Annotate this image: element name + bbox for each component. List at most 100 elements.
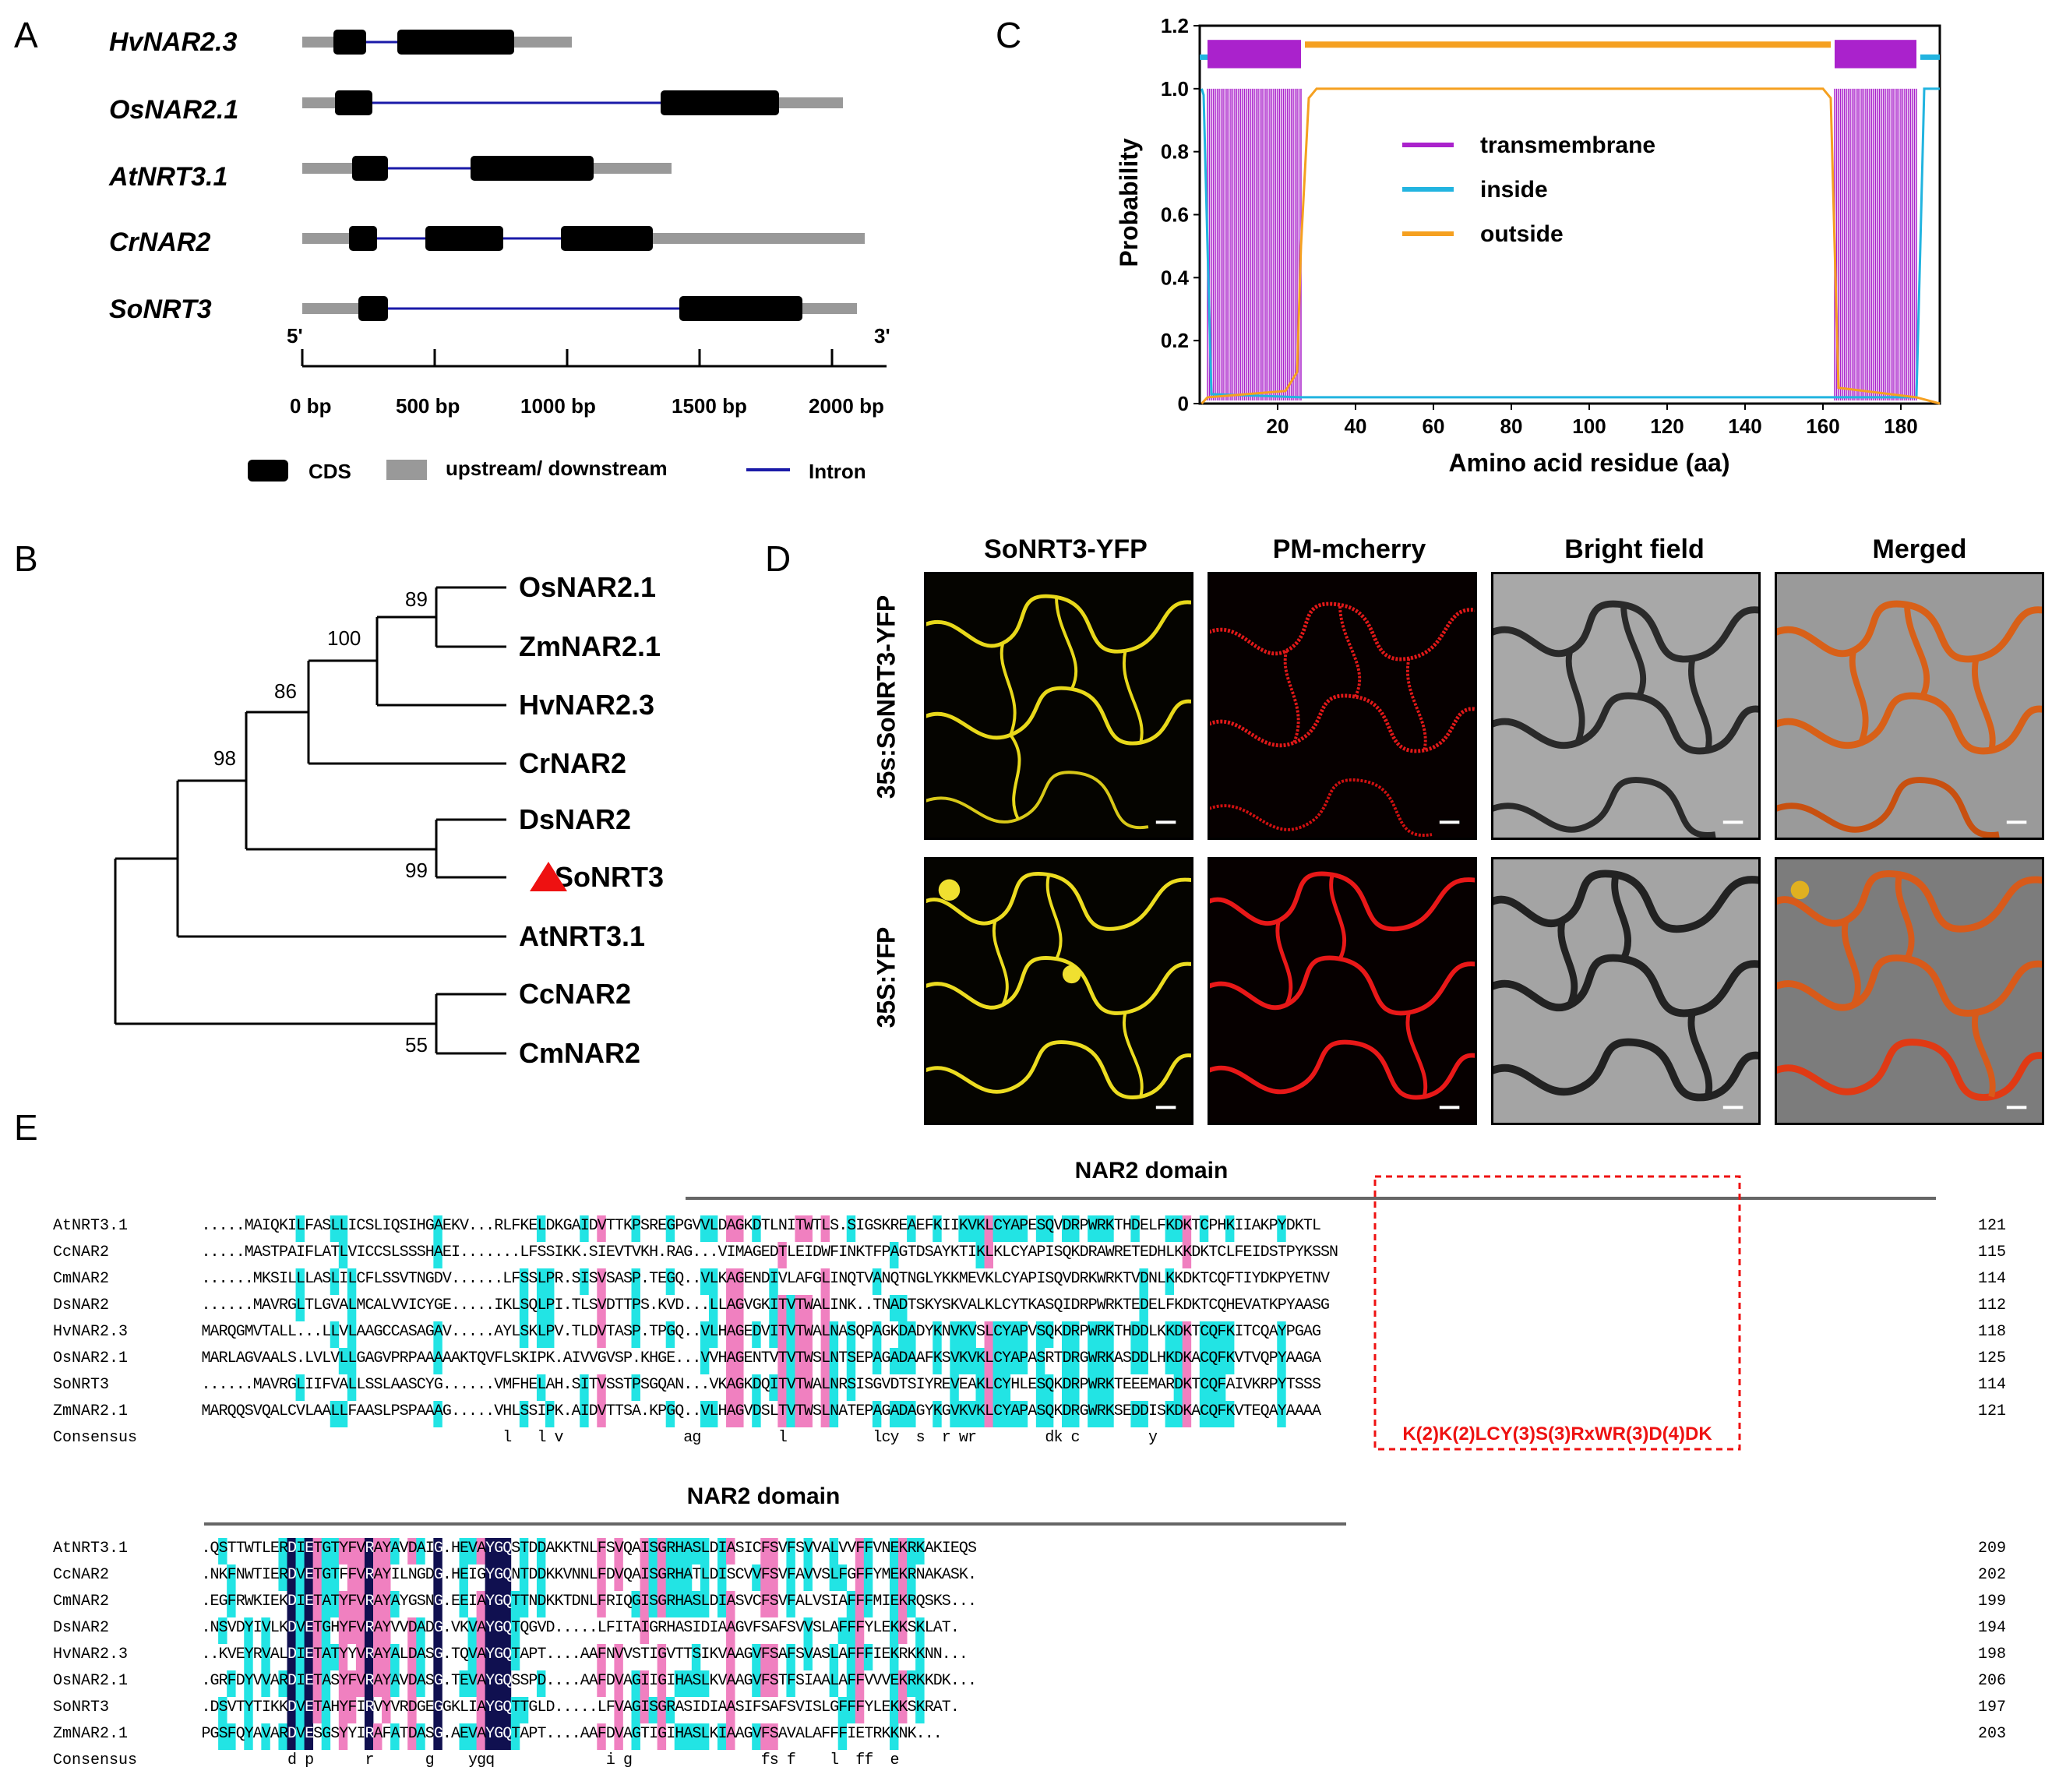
residue: Q <box>916 1593 925 1610</box>
residue: . <box>563 1296 573 1314</box>
residue: A <box>838 1672 848 1690</box>
residue: R <box>365 1593 374 1610</box>
residue: G <box>434 1646 443 1663</box>
residue: T <box>1191 1376 1200 1394</box>
residue-highlight <box>347 1617 357 1644</box>
residue-highlight <box>1130 1215 1140 1242</box>
residue: F <box>1225 1270 1235 1288</box>
residue-highlight <box>485 1697 495 1723</box>
residue-highlight <box>829 1321 839 1348</box>
residue: Q <box>227 1323 237 1341</box>
residue: V <box>598 1376 607 1394</box>
residue: D <box>813 1243 822 1261</box>
residue: A <box>477 1619 486 1637</box>
residue-highlight <box>657 1538 667 1564</box>
gene-model-crnar2 <box>302 226 865 251</box>
residue: S <box>1157 1402 1166 1420</box>
x-tick-label: 40 <box>1345 414 1367 438</box>
residue: S <box>976 1323 985 1341</box>
residue-highlight <box>536 1564 546 1591</box>
residue-highlight <box>287 1591 296 1617</box>
residue-highlight <box>330 1538 340 1564</box>
residue: A <box>417 1323 426 1341</box>
residue: S <box>942 1296 951 1314</box>
residue: F <box>804 1270 813 1288</box>
residue: S <box>640 1376 650 1394</box>
residue: V <box>744 1402 753 1420</box>
residue-highlight <box>863 1591 873 1617</box>
residue-highlight <box>1044 1401 1054 1427</box>
gene-structure-panel: HvNAR2.3 OsNAR2.1 AtNRT3.1 CrNAR2 SoNRT3 <box>108 27 890 483</box>
residue: I <box>968 1243 977 1261</box>
residue: V <box>1243 1376 1253 1394</box>
residue: N <box>753 1349 762 1367</box>
residue: R <box>666 1593 675 1610</box>
residue: S <box>942 1593 951 1610</box>
residue: Y <box>502 1323 512 1341</box>
residue-highlight <box>1173 1215 1183 1242</box>
residue: F <box>855 1593 865 1610</box>
residue: S <box>365 1217 374 1235</box>
residue: S <box>770 1672 779 1690</box>
residue: L <box>537 1296 546 1314</box>
residue: P <box>1278 1296 1287 1314</box>
residue: E <box>855 1402 865 1420</box>
residue-highlight <box>846 1591 856 1617</box>
residue: T <box>1191 1217 1200 1235</box>
residue: L <box>537 1270 546 1288</box>
residue: I <box>1235 1217 1244 1235</box>
residue-highlight <box>1070 1215 1080 1242</box>
residue: V <box>950 1376 960 1394</box>
residue: A <box>632 1402 641 1420</box>
residue-highlight <box>657 1564 667 1591</box>
residue: . <box>296 1323 305 1341</box>
residue: Y <box>1278 1349 1287 1367</box>
residue-highlight <box>373 1617 383 1644</box>
residue: A <box>1097 1243 1106 1261</box>
residue: E <box>528 1376 538 1394</box>
residue: T <box>640 1646 650 1663</box>
residue: T <box>1243 1402 1253 1420</box>
residue-highlight <box>287 1564 296 1591</box>
residue-highlight <box>863 1644 873 1670</box>
residue: L <box>296 1376 305 1394</box>
residue: G <box>322 1296 331 1314</box>
residue: G <box>236 1323 245 1341</box>
residue: Q <box>1045 1402 1054 1420</box>
residue: R <box>666 1540 675 1557</box>
residue: A <box>425 1349 435 1367</box>
residue: K <box>279 1217 288 1235</box>
residue: P <box>279 1243 288 1261</box>
residue: V <box>485 1349 495 1367</box>
residue: . <box>485 1243 495 1261</box>
residue: A <box>718 1619 728 1637</box>
residue-highlight <box>312 1697 323 1723</box>
residue: K <box>959 1217 968 1235</box>
residue: A <box>727 1646 736 1663</box>
residue: T <box>330 1566 340 1584</box>
residue-highlight <box>382 1697 391 1723</box>
residue-highlight <box>735 1321 744 1348</box>
residue: S <box>683 1699 693 1716</box>
residue: S <box>606 1540 615 1557</box>
residue-highlight <box>795 1401 804 1427</box>
residue: K <box>1165 1402 1175 1420</box>
residue: S <box>787 1619 796 1637</box>
residue: F <box>847 1699 856 1716</box>
residue: R <box>1088 1243 1098 1261</box>
residue-highlight <box>657 1670 667 1697</box>
residue-highlight <box>338 1670 348 1697</box>
residue-highlight <box>416 1538 425 1564</box>
residue: L <box>985 1402 994 1420</box>
residue-highlight <box>459 1723 468 1750</box>
residue: K <box>563 1540 573 1557</box>
residue-highlight <box>915 1670 925 1697</box>
residue: S <box>925 1593 934 1610</box>
residue-highlight <box>261 1723 270 1750</box>
residue: S <box>1312 1376 1321 1394</box>
residue: G <box>417 1566 426 1584</box>
residue: G <box>287 1376 297 1394</box>
residue-highlight <box>597 1321 606 1348</box>
residue: . <box>925 1725 934 1743</box>
residue: N <box>425 1593 435 1610</box>
